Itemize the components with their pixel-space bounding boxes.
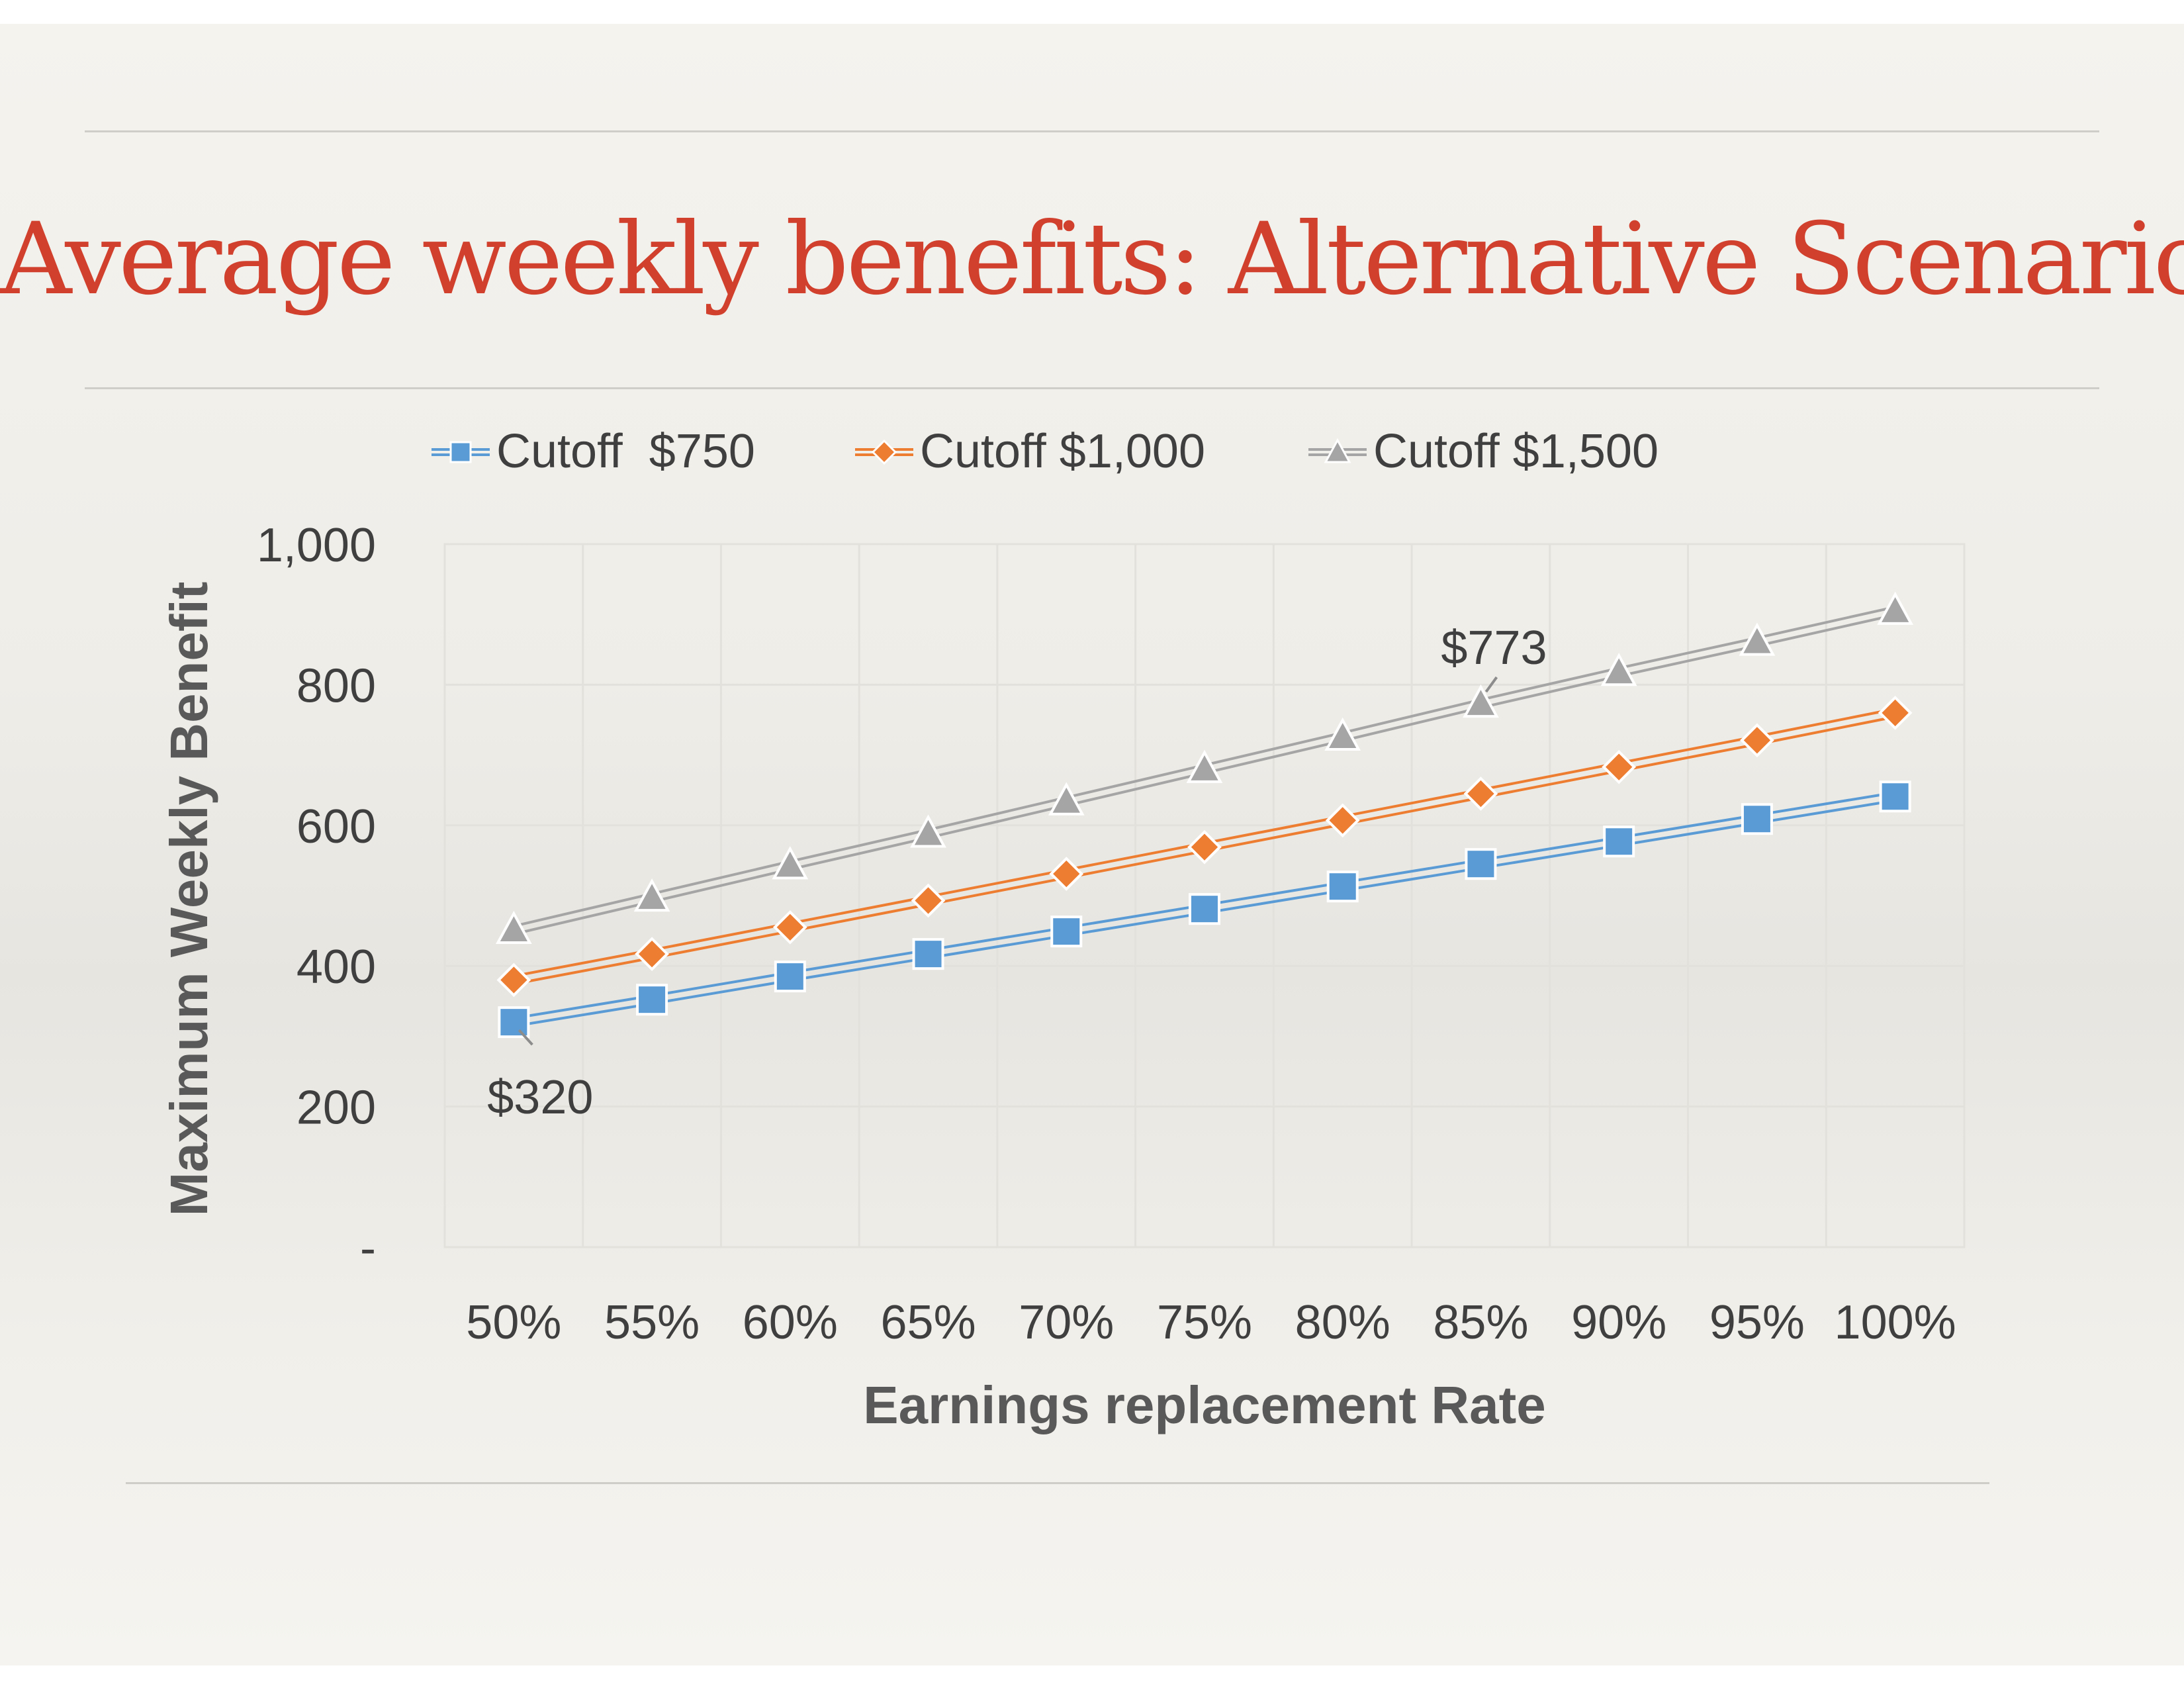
square-marker xyxy=(1465,848,1497,880)
square-marker xyxy=(1326,870,1359,903)
y-tick-label: 1,000 xyxy=(257,519,376,572)
data-callout: $320 xyxy=(487,1071,593,1124)
x-tick-label: 80% xyxy=(1295,1296,1390,1349)
y-tick-label: 600 xyxy=(296,800,376,853)
x-tick-label: 70% xyxy=(1019,1296,1114,1349)
square-marker xyxy=(1050,915,1083,948)
square-marker xyxy=(1879,780,1911,813)
triangle-marker xyxy=(772,846,809,880)
triangle-marker xyxy=(633,878,670,912)
square-marker xyxy=(1741,803,1773,835)
triangle-marker xyxy=(1739,622,1776,656)
diamond-marker xyxy=(911,883,946,918)
x-tick-label: 95% xyxy=(1709,1296,1805,1349)
square-marker xyxy=(498,1006,530,1039)
triangle-marker xyxy=(1186,749,1223,783)
series-1 xyxy=(498,780,1911,1039)
x-tick-label: 75% xyxy=(1157,1296,1252,1349)
diamond-marker xyxy=(772,910,807,945)
square-marker xyxy=(1189,893,1220,925)
y-tick-label: 800 xyxy=(296,659,376,712)
y-tick-label: - xyxy=(360,1222,376,1275)
square-marker-icon xyxy=(432,441,490,463)
square-marker xyxy=(636,984,668,1016)
bottom-divider xyxy=(126,1482,1989,1484)
series-3 xyxy=(495,591,1914,945)
page-title: Average weekly benefits: Alternative Sce… xyxy=(0,202,2184,317)
diamond-marker xyxy=(1049,857,1084,891)
diamond-marker-icon xyxy=(855,439,913,465)
chart-legend: Cutoff $750 Cutoff $1,000 Cutoff $1,500 xyxy=(0,418,2184,485)
diamond-marker xyxy=(1740,723,1774,758)
square-marker xyxy=(774,961,806,993)
y-tick-label: 200 xyxy=(296,1082,376,1135)
x-tick-label: 100% xyxy=(1835,1296,1956,1349)
x-tick-label: 90% xyxy=(1571,1296,1666,1349)
callout-leader xyxy=(1484,676,1498,693)
triangle-marker xyxy=(1600,653,1637,686)
diamond-marker xyxy=(635,937,669,971)
y-tick-label: 400 xyxy=(296,941,376,994)
diamond-marker xyxy=(1602,749,1637,784)
x-tick-label: 55% xyxy=(604,1296,700,1349)
triangle-marker xyxy=(910,814,946,848)
x-axis-title: Earnings replacement Rate xyxy=(863,1376,1545,1434)
slide-background xyxy=(0,24,2184,1665)
diamond-marker xyxy=(496,962,531,998)
x-tick-label: 60% xyxy=(743,1296,838,1349)
triangle-marker xyxy=(1048,782,1085,816)
callout-leader xyxy=(518,1029,533,1046)
top-divider xyxy=(85,130,2099,132)
legend-label: Cutoff $1,500 xyxy=(1373,425,1659,478)
series-2 xyxy=(496,696,1913,998)
x-tick-label: 65% xyxy=(880,1296,976,1349)
x-tick-label: 85% xyxy=(1433,1296,1528,1349)
diamond-marker xyxy=(1325,803,1360,838)
square-marker xyxy=(912,938,944,970)
triangle-marker-icon xyxy=(1308,438,1367,463)
square-marker xyxy=(1603,825,1635,858)
legend-label: Cutoff $750 xyxy=(496,425,755,478)
x-tick-label: 50% xyxy=(466,1296,561,1349)
data-callout: $773 xyxy=(1441,622,1547,675)
y-axis-title: Maximum Weekly Benefit xyxy=(159,582,218,1217)
title-divider xyxy=(85,387,2099,389)
triangle-marker xyxy=(1463,684,1499,718)
diamond-marker xyxy=(1878,696,1913,730)
diamond-marker xyxy=(1187,829,1222,865)
diamond-marker xyxy=(1463,776,1498,811)
triangle-marker xyxy=(495,910,532,945)
triangle-marker xyxy=(1877,591,1914,625)
triangle-marker xyxy=(1324,717,1361,751)
legend-label: Cutoff $1,000 xyxy=(920,425,1206,478)
